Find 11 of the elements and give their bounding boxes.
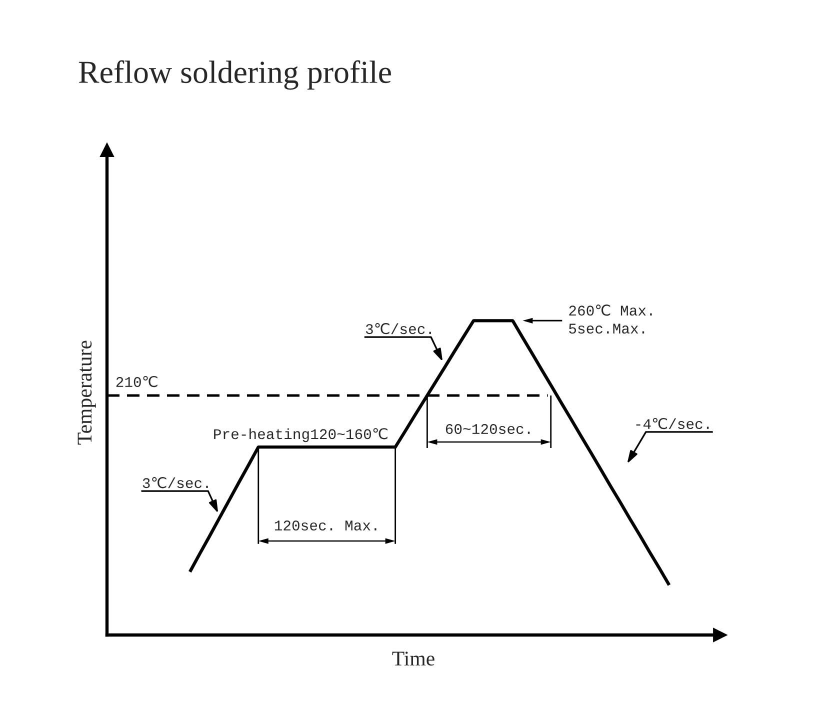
annotation: -4℃/sec. bbox=[636, 418, 709, 430]
ref-line-label: 210℃ bbox=[116, 376, 158, 388]
annotation: 60~120sec. bbox=[446, 424, 530, 434]
annotation: 3℃/sec. bbox=[366, 323, 431, 334]
x-axis-title: Time bbox=[392, 652, 434, 666]
annotation: 3℃/sec. bbox=[142, 477, 208, 488]
annotation: Pre-heating120~160℃ bbox=[214, 428, 388, 442]
chart-title: Reflow soldering profile bbox=[78, 60, 391, 90]
annotation: 120sec. Max. bbox=[274, 520, 376, 531]
annotation: 260℃ Max. 5sec.Max. bbox=[569, 304, 652, 334]
y-axis-title: Temperature bbox=[78, 340, 96, 445]
